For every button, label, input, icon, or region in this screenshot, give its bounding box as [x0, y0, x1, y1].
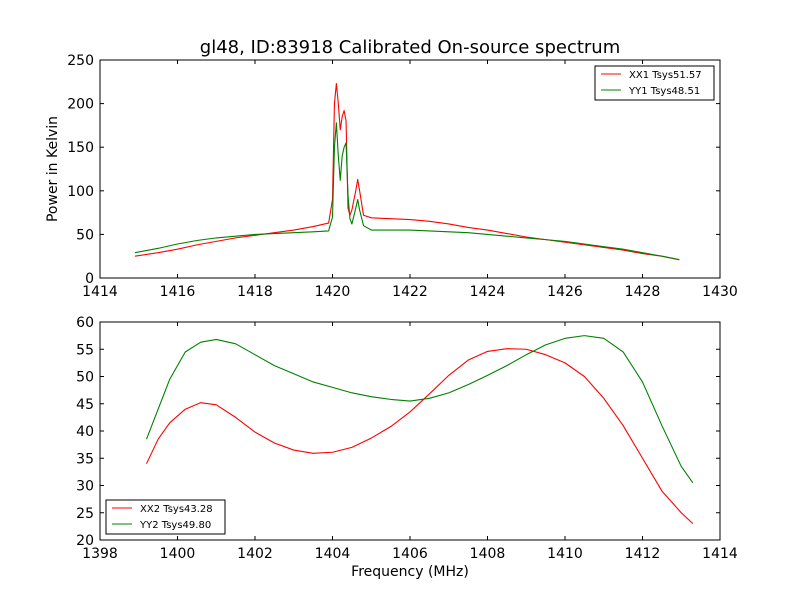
top-y-tick-label-3: 150 — [67, 140, 94, 156]
top-legend: XX1 Tsys51.57 YY1 Tsys48.51 — [594, 65, 715, 101]
bottom-x-tick-label-1: 1400 — [160, 546, 196, 562]
top-y-tick-label-5: 250 — [67, 53, 94, 69]
bottom-x-tick-label-4: 1406 — [392, 546, 428, 562]
bottom-series-line-1 — [145, 335, 694, 484]
bottom-y-tick-label-1: 25 — [76, 506, 94, 522]
top-x-tick-label-8: 1430 — [702, 284, 738, 300]
bottom-y-tick-label-6: 50 — [76, 370, 94, 386]
bottom-y-tick-label-4: 40 — [76, 424, 94, 440]
bottom-x-tick-label-8: 1414 — [702, 546, 738, 562]
top-legend-label-xx1: XX1 Tsys51.57 — [629, 70, 702, 81]
bottom-x-tick-label-3: 1404 — [315, 546, 351, 562]
bottom-y-tick-label-8: 60 — [76, 315, 94, 331]
bottom-y-tick-label-2: 30 — [76, 479, 94, 495]
top-x-tick-label-5: 1424 — [470, 284, 506, 300]
top-legend-label-yy1: YY1 Tsys48.51 — [628, 86, 700, 97]
top-y-tick-label-4: 200 — [67, 97, 94, 113]
bottom-legend-label-xx2: XX2 Tsys43.28 — [140, 504, 213, 515]
top-x-tick-label-6: 1426 — [547, 284, 583, 300]
bottom-x-tick-label-0: 1398 — [82, 546, 118, 562]
bottom-y-tick-label-3: 35 — [76, 451, 94, 467]
bottom-y-tick-label-7: 55 — [76, 342, 94, 358]
top-legend-box — [594, 65, 715, 101]
bottom-legend: XX2 Tsys43.28 YY2 Tsys49.80 — [105, 499, 226, 535]
bottom-x-tick-label-7: 1412 — [625, 546, 661, 562]
top-x-tick-label-1: 1416 — [160, 284, 196, 300]
top-series-line-1 — [134, 122, 680, 261]
bottom-x-axis-label: Frequency (MHz) — [351, 564, 469, 580]
top-x-tick-label-0: 1414 — [82, 284, 118, 300]
top-y-axis-label: Power in Kelvin — [45, 116, 61, 222]
bottom-y-tick-label-5: 45 — [76, 397, 94, 413]
top-y-tick-label-2: 100 — [67, 184, 94, 200]
top-y-tick-label-1: 50 — [76, 227, 94, 243]
chart-title: gl48, ID:83918 Calibrated On-source spec… — [200, 37, 620, 58]
bottom-x-tick-label-6: 1410 — [547, 546, 583, 562]
top-x-tick-label-4: 1422 — [392, 284, 428, 300]
bottom-x-tick-label-2: 1402 — [237, 546, 273, 562]
bottom-y-tick-label-0: 20 — [76, 533, 94, 549]
bottom-chart-panel: Frequency (MHz) 1398 1400 1402 1404 1406 1408… — [76, 315, 738, 580]
bottom-x-tick-label-5: 1408 — [470, 546, 506, 562]
bottom-legend-label-yy2: YY2 Tsys49.80 — [139, 520, 211, 531]
top-y-tick-label-0: 0 — [85, 271, 94, 287]
bottom-plot-frame — [99, 321, 721, 541]
bottom-series-line-0 — [146, 348, 694, 525]
top-x-tick-label-3: 1420 — [315, 284, 351, 300]
bottom-legend-box — [105, 499, 226, 535]
top-chart-panel: gl48, ID:83918 Calibrated On-source spec… — [45, 37, 738, 300]
top-x-tick-label-7: 1428 — [625, 284, 661, 300]
top-plot-frame — [99, 59, 721, 279]
top-x-tick-label-2: 1418 — [237, 284, 273, 300]
